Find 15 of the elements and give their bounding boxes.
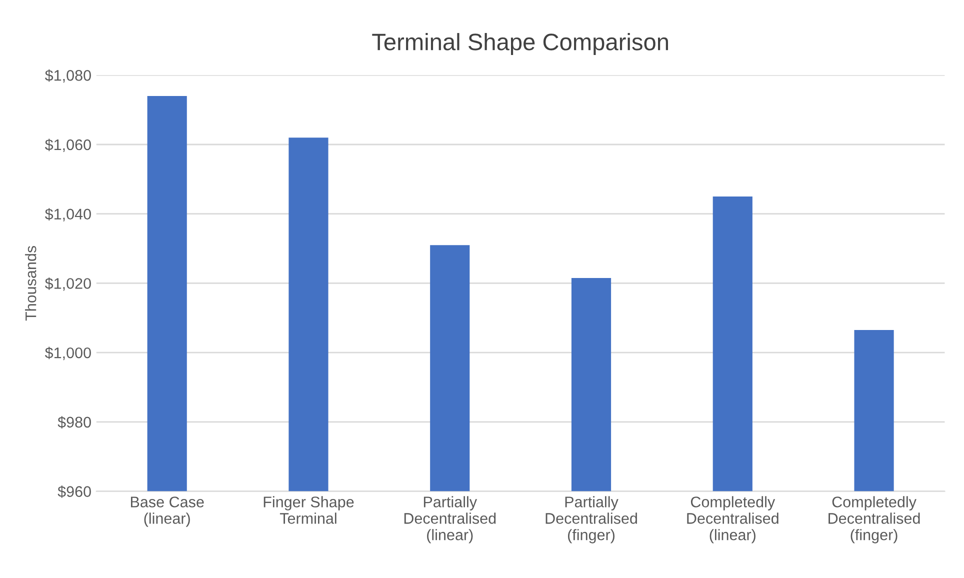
y-tick-label: $980 — [58, 416, 91, 429]
x-tick-label: Partially Decentralised (linear) — [404, 496, 496, 544]
y-tick-label: $1,080 — [44, 69, 91, 83]
y-tick-label: $1,060 — [44, 138, 91, 152]
x-tick-label: Completedly Decentralised (linear) — [687, 496, 778, 544]
y-tick-label: $1,040 — [44, 208, 91, 222]
y-tick-label: $1,020 — [44, 277, 91, 291]
x-tick-label: Completedly Decentralised (finger) — [828, 496, 920, 544]
x-tick-label: Finger Shape Terminal — [264, 496, 354, 524]
chart-title: Terminal Shape Comparison — [372, 33, 668, 56]
y-axis-title: Thousands — [25, 246, 36, 321]
y-tick-label: $960 — [58, 486, 91, 498]
x-tick-label: Partially Decentralised (finger) — [546, 496, 637, 544]
y-tick-label: $1,000 — [44, 346, 91, 360]
x-tick-label: Base Case (linear) — [130, 496, 204, 527]
